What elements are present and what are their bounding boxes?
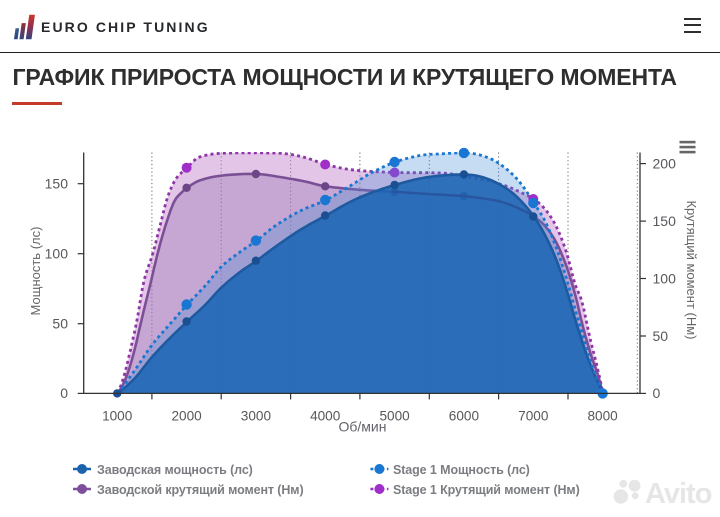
svg-text:Крутящий момент (Нм): Крутящий момент (Нм) bbox=[684, 200, 699, 339]
svg-text:2000: 2000 bbox=[171, 408, 202, 423]
svg-text:0: 0 bbox=[60, 385, 68, 401]
svg-text:150: 150 bbox=[653, 213, 677, 229]
svg-text:3000: 3000 bbox=[241, 408, 272, 423]
svg-text:7000: 7000 bbox=[518, 408, 549, 423]
svg-text:50: 50 bbox=[653, 328, 669, 344]
svg-text:1000: 1000 bbox=[102, 408, 133, 423]
svg-text:Об/мин: Об/мин bbox=[339, 419, 387, 435]
svg-text:100: 100 bbox=[653, 270, 677, 286]
svg-text:5000: 5000 bbox=[379, 408, 410, 423]
svg-text:6000: 6000 bbox=[449, 408, 480, 423]
svg-text:200: 200 bbox=[653, 155, 677, 171]
svg-text:Мощность (лс): Мощность (лс) bbox=[28, 227, 43, 316]
svg-text:4000: 4000 bbox=[310, 408, 341, 423]
svg-text:150: 150 bbox=[45, 176, 69, 192]
svg-text:50: 50 bbox=[52, 316, 68, 332]
svg-text:0: 0 bbox=[653, 385, 661, 401]
svg-text:8000: 8000 bbox=[587, 408, 618, 423]
svg-text:100: 100 bbox=[45, 246, 69, 262]
svg-text:Avito: Avito bbox=[645, 478, 712, 510]
